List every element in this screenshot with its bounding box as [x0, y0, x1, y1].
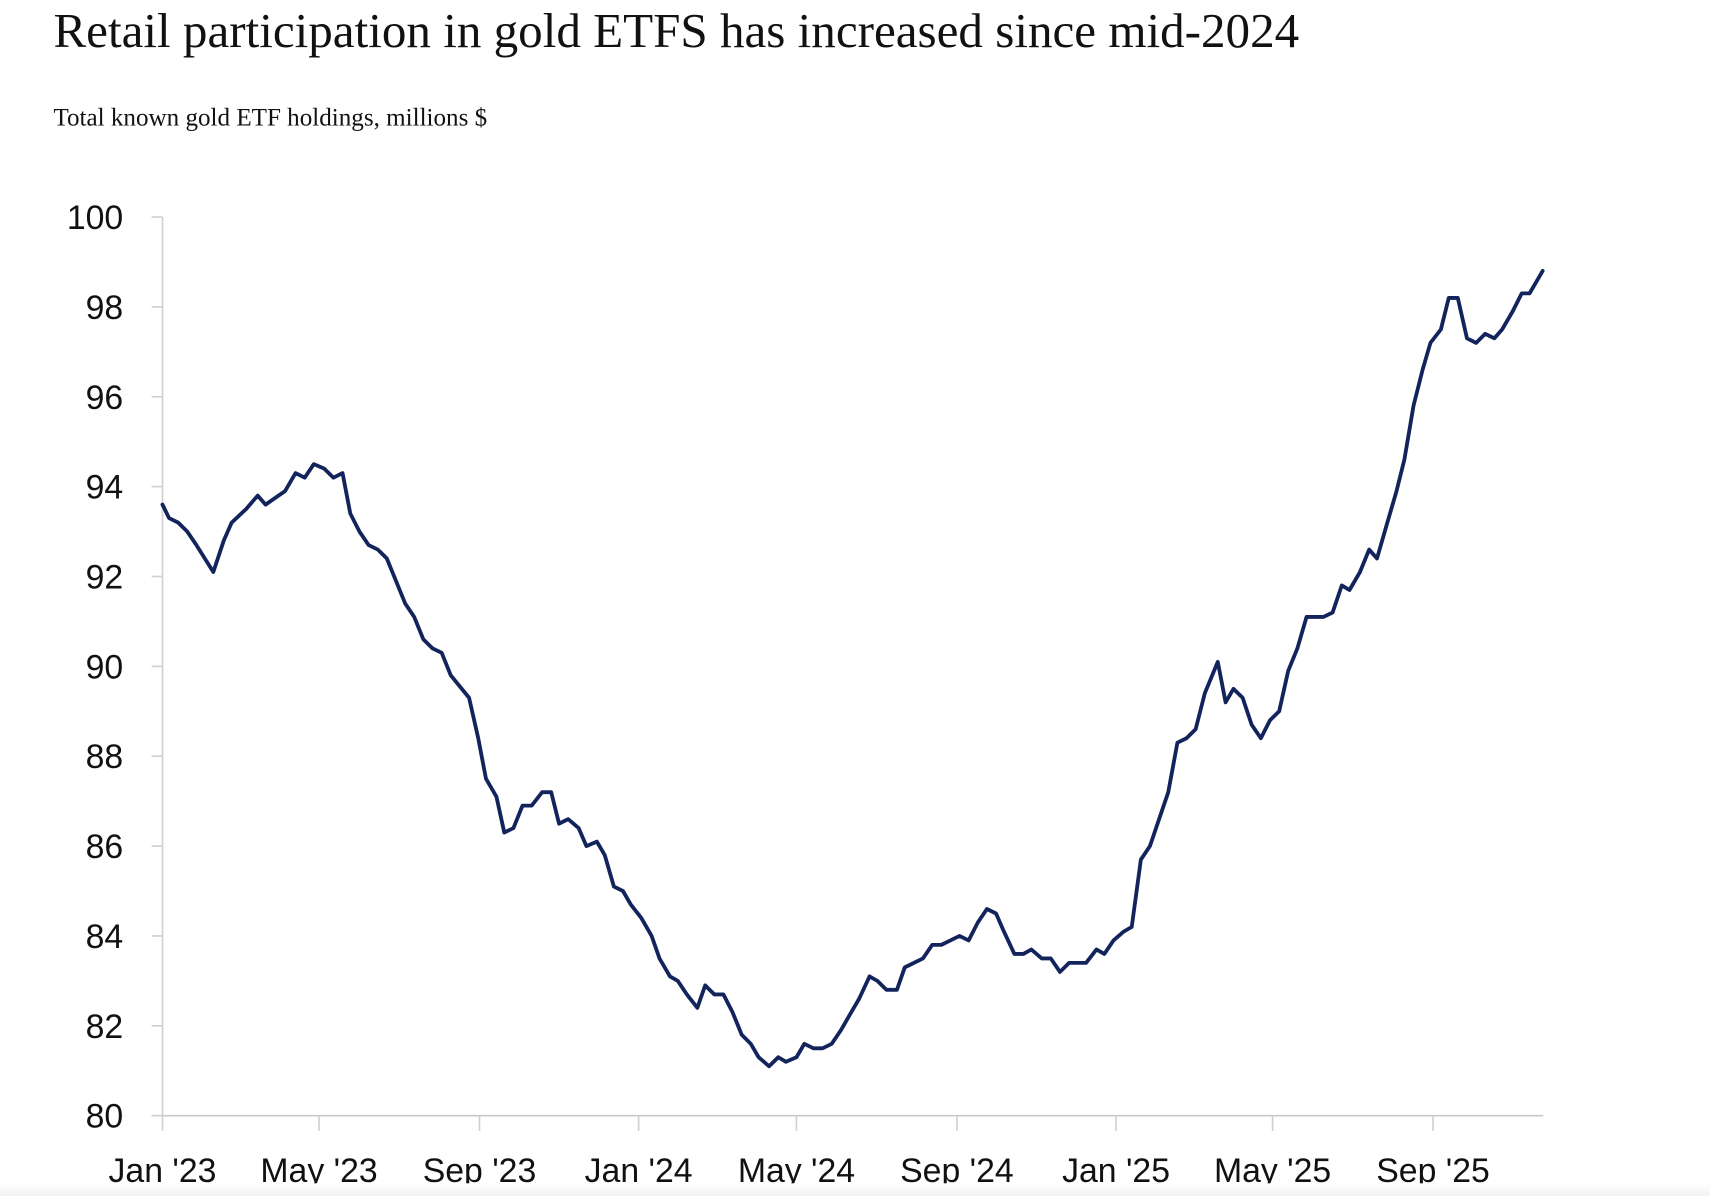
bottom-edge [0, 1183, 1710, 1196]
y-tick-label: 100 [67, 199, 123, 237]
y-tick-label: 80 [86, 1098, 124, 1136]
chart-subtitle: Total known gold ETF holdings, millions … [53, 103, 488, 131]
y-tick-label: 98 [86, 289, 124, 327]
y-tick-label: 86 [86, 828, 124, 866]
y-tick-label: 82 [86, 1008, 124, 1046]
y-tick-label: 84 [86, 918, 124, 956]
y-tick-label: 88 [86, 738, 124, 776]
y-tick-label: 96 [86, 379, 124, 417]
y-tick-label: 94 [86, 469, 124, 507]
series-line [160, 268, 1545, 1069]
chart-title: Retail participation in gold ETFS has in… [53, 3, 1300, 58]
y-tick-label: 92 [86, 558, 124, 596]
y-tick-label: 90 [86, 648, 124, 686]
